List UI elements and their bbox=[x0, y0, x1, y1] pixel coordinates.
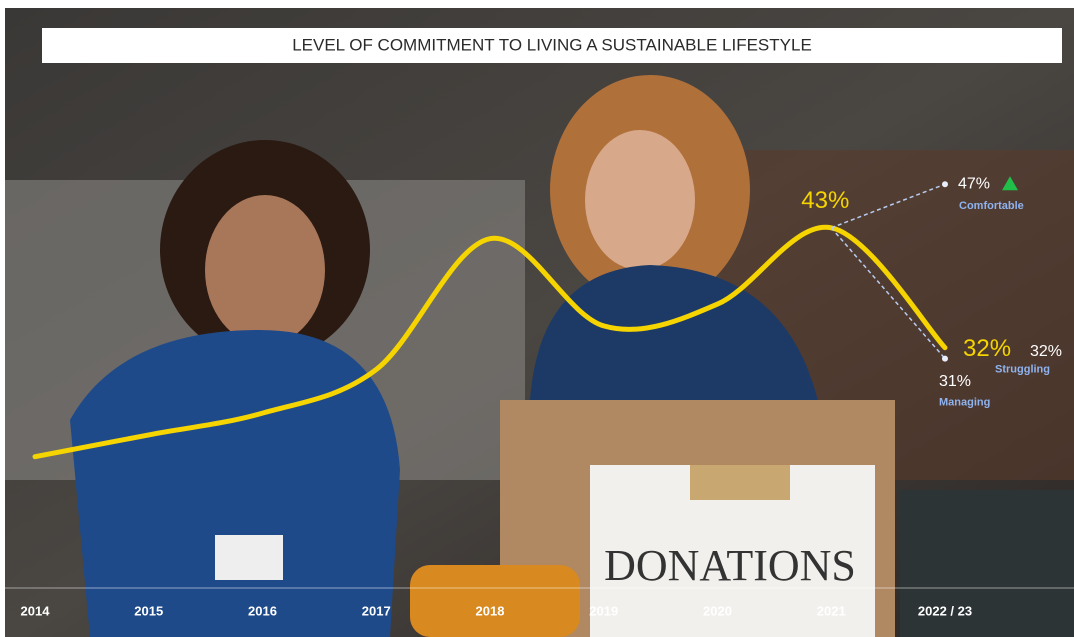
branch-point bbox=[942, 181, 948, 187]
segment-name: Struggling bbox=[995, 364, 1050, 376]
x-tick-label: 2019 bbox=[589, 603, 618, 618]
svg-text:DONATIONS: DONATIONS bbox=[604, 541, 856, 590]
x-tick-label: 2017 bbox=[362, 603, 391, 618]
segment-name: Managing bbox=[939, 397, 990, 409]
branch-point bbox=[942, 356, 948, 362]
chart: DONATIONS LEVEL OF COMMITMENT TO LIVING … bbox=[0, 0, 1074, 637]
background-photo: DONATIONS bbox=[5, 8, 1074, 637]
chart-title: LEVEL OF COMMITMENT TO LIVING A SUSTAINA… bbox=[292, 35, 812, 54]
segment-name: Comfortable bbox=[959, 200, 1024, 212]
x-tick-label: 2020 bbox=[703, 603, 732, 618]
x-tick-label: 2018 bbox=[476, 603, 505, 618]
x-tick-label: 2016 bbox=[248, 603, 277, 618]
x-tick-label: 2021 bbox=[817, 603, 846, 618]
segment-value: 47% bbox=[958, 175, 990, 192]
segment-value: 31% bbox=[939, 373, 971, 390]
value-label: 43% bbox=[801, 187, 849, 214]
value-label: 32% bbox=[963, 335, 1011, 362]
x-tick-label: 2015 bbox=[134, 603, 163, 618]
segment-value: 32% bbox=[1030, 343, 1062, 360]
x-tick-label: 2014 bbox=[21, 603, 51, 618]
x-tick-label: 2022 / 23 bbox=[918, 603, 972, 618]
